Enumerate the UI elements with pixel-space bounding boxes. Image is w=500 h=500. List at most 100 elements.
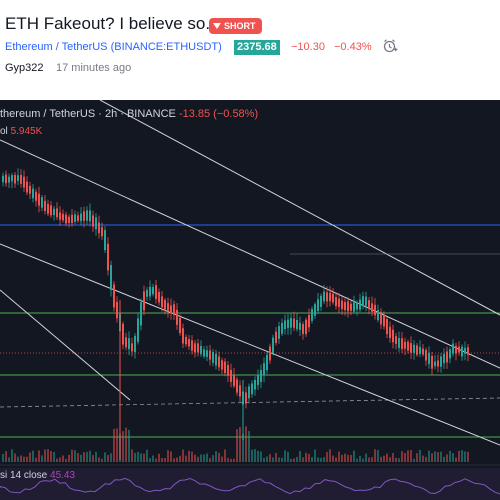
candle-body: [2, 175, 4, 183]
volume-bar: [122, 431, 124, 462]
candle-body: [62, 213, 64, 221]
candle-body: [164, 300, 166, 310]
candle-body: [128, 338, 130, 350]
candle-body: [371, 303, 373, 312]
volume-bar: [50, 451, 52, 462]
volume-bar: [38, 450, 40, 462]
dashed-line: [0, 397, 500, 408]
volume-bar: [62, 455, 64, 462]
volume-bar: [461, 450, 463, 462]
candle-body: [323, 291, 325, 302]
volume-bar: [230, 458, 232, 462]
volume-bar: [143, 453, 145, 462]
candle-body: [299, 322, 301, 330]
candle-body: [182, 328, 184, 344]
candle-body: [278, 326, 280, 339]
volume-bar: [92, 455, 94, 462]
volume-bar: [68, 454, 70, 462]
candle-body: [170, 305, 172, 314]
candle-body: [419, 346, 421, 354]
candle-body: [194, 343, 196, 353]
candle-body: [137, 318, 139, 342]
candle-body: [416, 345, 418, 355]
publish-time: 17 minutes ago: [56, 62, 132, 74]
volume-bar: [446, 454, 448, 462]
volume-bar: [293, 458, 295, 462]
candle-body: [308, 315, 310, 328]
volume-bar: [41, 455, 43, 462]
candle-body: [38, 193, 40, 206]
volume-bar: [32, 450, 34, 462]
candle-body: [197, 343, 199, 353]
volume-bar: [368, 457, 370, 462]
volume-bar: [56, 458, 58, 462]
chart-area[interactable]: [0, 100, 500, 500]
candle-body: [104, 230, 106, 251]
candle-body: [290, 317, 292, 328]
alarm-clock-plus-icon[interactable]: [382, 38, 398, 54]
candle-body: [20, 175, 22, 184]
candle-body: [245, 392, 247, 404]
volume-bar: [197, 456, 199, 462]
candle-body: [155, 285, 157, 299]
volume-bar: [401, 451, 403, 462]
candle-body: [44, 200, 46, 212]
volume-bar: [29, 452, 31, 462]
candle-body: [275, 331, 277, 343]
candle-body: [350, 303, 352, 311]
candle-body: [41, 197, 43, 208]
volume-bar: [410, 450, 412, 462]
volume-bar: [428, 450, 430, 462]
volume-bar: [86, 451, 88, 462]
candle-body: [434, 361, 436, 367]
chart-legend: thereum / TetherUS · 2h · BINANCE -13.85…: [0, 108, 258, 120]
price-change: −10.30: [291, 41, 325, 53]
volume-bar: [245, 426, 247, 462]
candle-body: [95, 217, 97, 230]
volume-bar: [158, 453, 160, 462]
candle-body: [221, 360, 223, 370]
symbol-link[interactable]: Ethereum / TetherUS (BINANCE:ETHUSDT): [5, 41, 222, 53]
candlestick-chart[interactable]: [0, 100, 500, 500]
volume-bar: [200, 454, 202, 462]
candle-body: [293, 318, 295, 328]
legend-change: -13.85 (−0.58%): [178, 108, 259, 120]
volume-bar: [2, 453, 4, 462]
volume-bar: [350, 454, 352, 462]
candle-body: [446, 351, 448, 363]
volume-bar: [8, 457, 10, 462]
candle-body: [395, 336, 397, 344]
volume-bar: [125, 427, 127, 462]
candle-body: [89, 210, 91, 222]
volume-bar: [71, 449, 73, 462]
candle-body: [386, 319, 388, 335]
candle-body: [131, 343, 133, 352]
volume-bar: [59, 457, 61, 462]
volume-bar: [467, 451, 469, 462]
volume-bar: [74, 450, 76, 462]
candle-body: [98, 222, 100, 234]
volume-bar: [131, 449, 133, 462]
volume-bar: [332, 455, 334, 462]
candle-body: [254, 379, 256, 390]
volume-bar: [389, 457, 391, 462]
volume-bar: [188, 450, 190, 462]
volume-bar: [284, 450, 286, 462]
volume-bar: [98, 457, 100, 462]
volume-bar: [392, 452, 394, 462]
volume-bar: [65, 458, 67, 462]
volume-bar: [266, 456, 268, 462]
candle-body: [440, 356, 442, 367]
candle-body: [365, 296, 367, 306]
author-link[interactable]: Gyp322: [5, 62, 44, 74]
candle-body: [140, 302, 142, 326]
candle-body: [338, 298, 340, 307]
candle-body: [401, 338, 403, 350]
candle-body: [35, 191, 37, 201]
candle-body: [305, 319, 307, 335]
volume-bar: [110, 453, 112, 462]
volume-bar: [176, 457, 178, 462]
candle-body: [341, 300, 343, 310]
volume-bar: [128, 429, 130, 462]
candle-body: [422, 348, 424, 355]
